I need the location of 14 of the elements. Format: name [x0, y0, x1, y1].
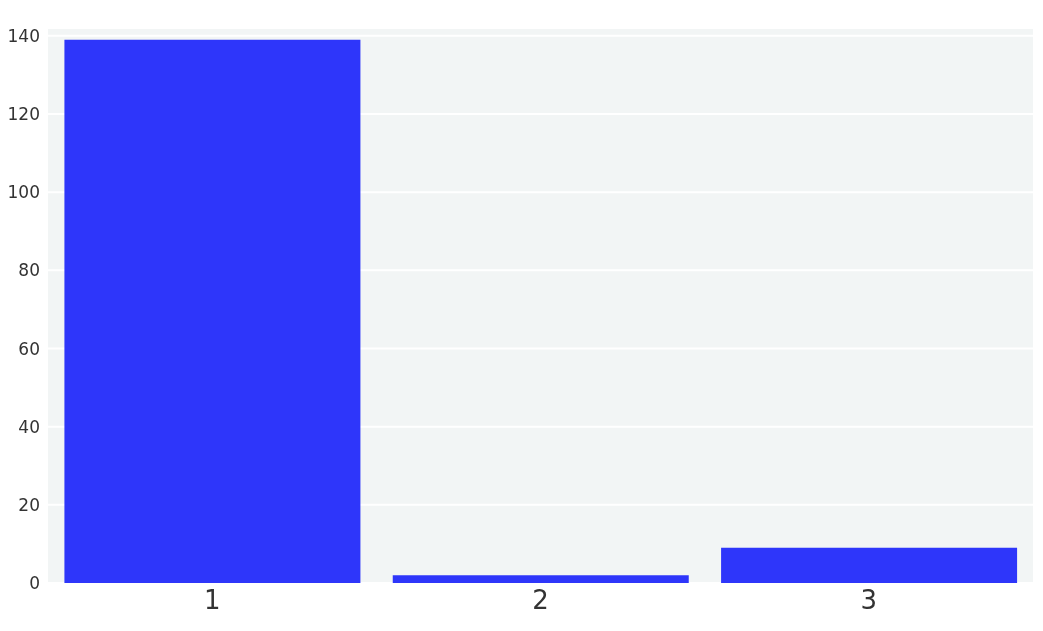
x-tick-label: 3 — [860, 585, 878, 616]
y-tick-label: 60 — [18, 338, 40, 359]
bar — [64, 39, 361, 583]
x-tick-label: 1 — [203, 585, 221, 616]
y-tick-label: 0 — [29, 573, 40, 594]
y-tick-label: 140 — [7, 25, 40, 46]
y-tick-label: 100 — [7, 182, 40, 203]
bar — [721, 547, 1018, 583]
y-tick-label: 80 — [18, 260, 40, 281]
x-tick-label: 2 — [532, 585, 549, 616]
y-tick-label: 20 — [18, 494, 40, 515]
y-tick-label: 40 — [18, 416, 40, 437]
y-tick-label: 120 — [7, 104, 40, 125]
bar — [392, 575, 689, 583]
